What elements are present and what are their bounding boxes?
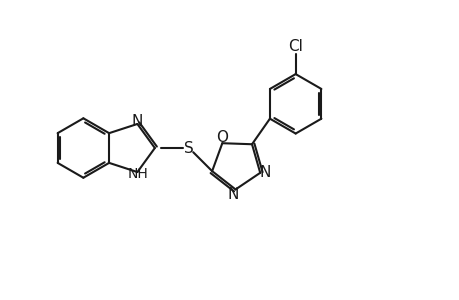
Text: N: N: [131, 115, 143, 130]
Text: NH: NH: [128, 167, 148, 181]
Text: O: O: [216, 130, 228, 145]
Text: N: N: [259, 165, 270, 180]
Text: Cl: Cl: [288, 39, 302, 54]
Text: S: S: [184, 140, 194, 155]
Text: N: N: [227, 187, 239, 202]
